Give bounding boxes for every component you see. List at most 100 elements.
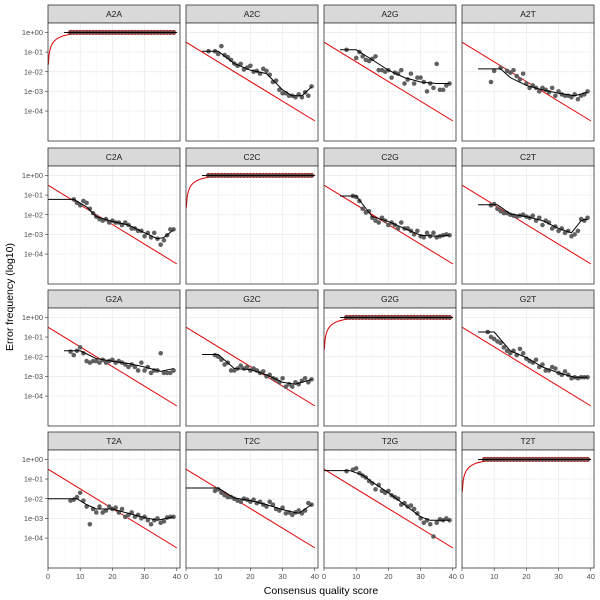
panel-border (185, 449, 319, 569)
data-point (164, 370, 170, 376)
data-point (398, 67, 404, 73)
data-point (302, 375, 308, 381)
facet-panel-A2G: A2G (323, 4, 457, 142)
y-tick-label: 1e-01 (24, 475, 43, 484)
data-point (306, 93, 311, 99)
data-point (427, 522, 433, 527)
panel-background (462, 450, 594, 568)
y-tick-label: 1e-03 (24, 87, 43, 96)
data-point (148, 522, 154, 527)
panel-plot-area (186, 166, 318, 284)
facet-strip-label: G2G (381, 294, 399, 304)
data-point (431, 230, 436, 236)
data-point (411, 506, 417, 512)
data-point (360, 54, 365, 59)
data-point (219, 43, 224, 49)
nominal-error-line (48, 326, 178, 407)
panel-background (48, 23, 180, 141)
nominal-error-line (48, 184, 178, 265)
data-point (369, 481, 375, 486)
y-tick-label: 1e-01 (24, 333, 43, 342)
data-point (447, 517, 452, 523)
data-point (507, 70, 513, 75)
data-point (415, 228, 420, 234)
data-point (402, 81, 407, 86)
data-point (344, 468, 349, 474)
facet-strip-label: A2G (381, 9, 398, 19)
y-tick-label: 1e+00 (22, 455, 43, 464)
panel-border (461, 165, 595, 285)
y-tick-label: 1e-02 (24, 210, 43, 219)
facet-panel-T2T: T2T 0 10 20 30 40 (460, 431, 595, 581)
facet-strip-label: G2T (520, 294, 537, 304)
nominal-error-line (186, 41, 316, 122)
data-point (373, 54, 378, 59)
data-point (398, 220, 404, 225)
x-tick-label: 40 (311, 572, 319, 581)
facet-strip-label: C2A (106, 152, 123, 162)
data-point (158, 242, 163, 247)
data-point (376, 67, 382, 73)
data-point (520, 350, 526, 356)
fitted-error-line (478, 204, 588, 234)
fitted-error-line (64, 350, 174, 372)
data-point (238, 363, 244, 368)
nominal-error-line (462, 184, 592, 265)
y-tick-label: 1e-04 (24, 250, 43, 259)
fitted-error-line (478, 68, 588, 97)
data-point (501, 345, 507, 350)
fitted-error-line (48, 198, 174, 240)
data-point (119, 506, 125, 512)
fitted-error-line (202, 50, 312, 97)
y-tick-label: 1e-04 (24, 534, 43, 543)
panel-border (47, 165, 181, 285)
data-point (395, 496, 401, 502)
data-point (585, 374, 590, 380)
data-point (238, 499, 244, 505)
facet-strip-label: C2C (243, 152, 260, 162)
x-tick-label: 10 (76, 572, 84, 581)
x-tick-label: 30 (416, 572, 424, 581)
data-point (97, 360, 102, 365)
data-point (289, 512, 295, 518)
data-point (142, 368, 147, 373)
panel-border (461, 307, 595, 427)
data-point (434, 520, 439, 526)
panel-border (47, 449, 181, 569)
data-point (501, 210, 507, 216)
data-point (424, 230, 430, 236)
data-point (260, 369, 266, 374)
data-point (171, 514, 176, 520)
panel-plot-area (324, 23, 456, 141)
data-point (533, 357, 539, 363)
data-point (142, 233, 147, 239)
panel-plot-area (324, 166, 456, 284)
y-tick-label: 1e-04 (24, 392, 43, 401)
panel-border (47, 307, 181, 427)
data-point (575, 96, 581, 102)
y-tick-label: 1e+00 (22, 28, 43, 37)
data-point (369, 56, 375, 62)
data-point (68, 349, 73, 354)
panel-border (323, 22, 457, 142)
data-point (495, 206, 500, 212)
panel-plot-area (186, 308, 318, 426)
data-point (415, 511, 420, 516)
data-point (395, 226, 401, 231)
panel-background (186, 166, 318, 284)
data-point (488, 79, 494, 85)
facet-strip-label: G2A (105, 294, 122, 304)
data-point (540, 362, 545, 367)
facet-panel-T2C: T2C 0 10 20 30 40 (184, 431, 319, 581)
panel-border (323, 449, 457, 569)
data-point (373, 487, 378, 492)
data-point (540, 222, 545, 228)
data-point (504, 348, 510, 354)
data-point (366, 478, 372, 484)
panel-border (185, 22, 319, 142)
facet-panel-G2G: G2G (323, 289, 457, 427)
panel-plot-area (186, 23, 318, 141)
data-point (562, 369, 568, 374)
facet-panel-C2C: C2C (185, 147, 319, 285)
fitted-error-line (478, 331, 588, 378)
